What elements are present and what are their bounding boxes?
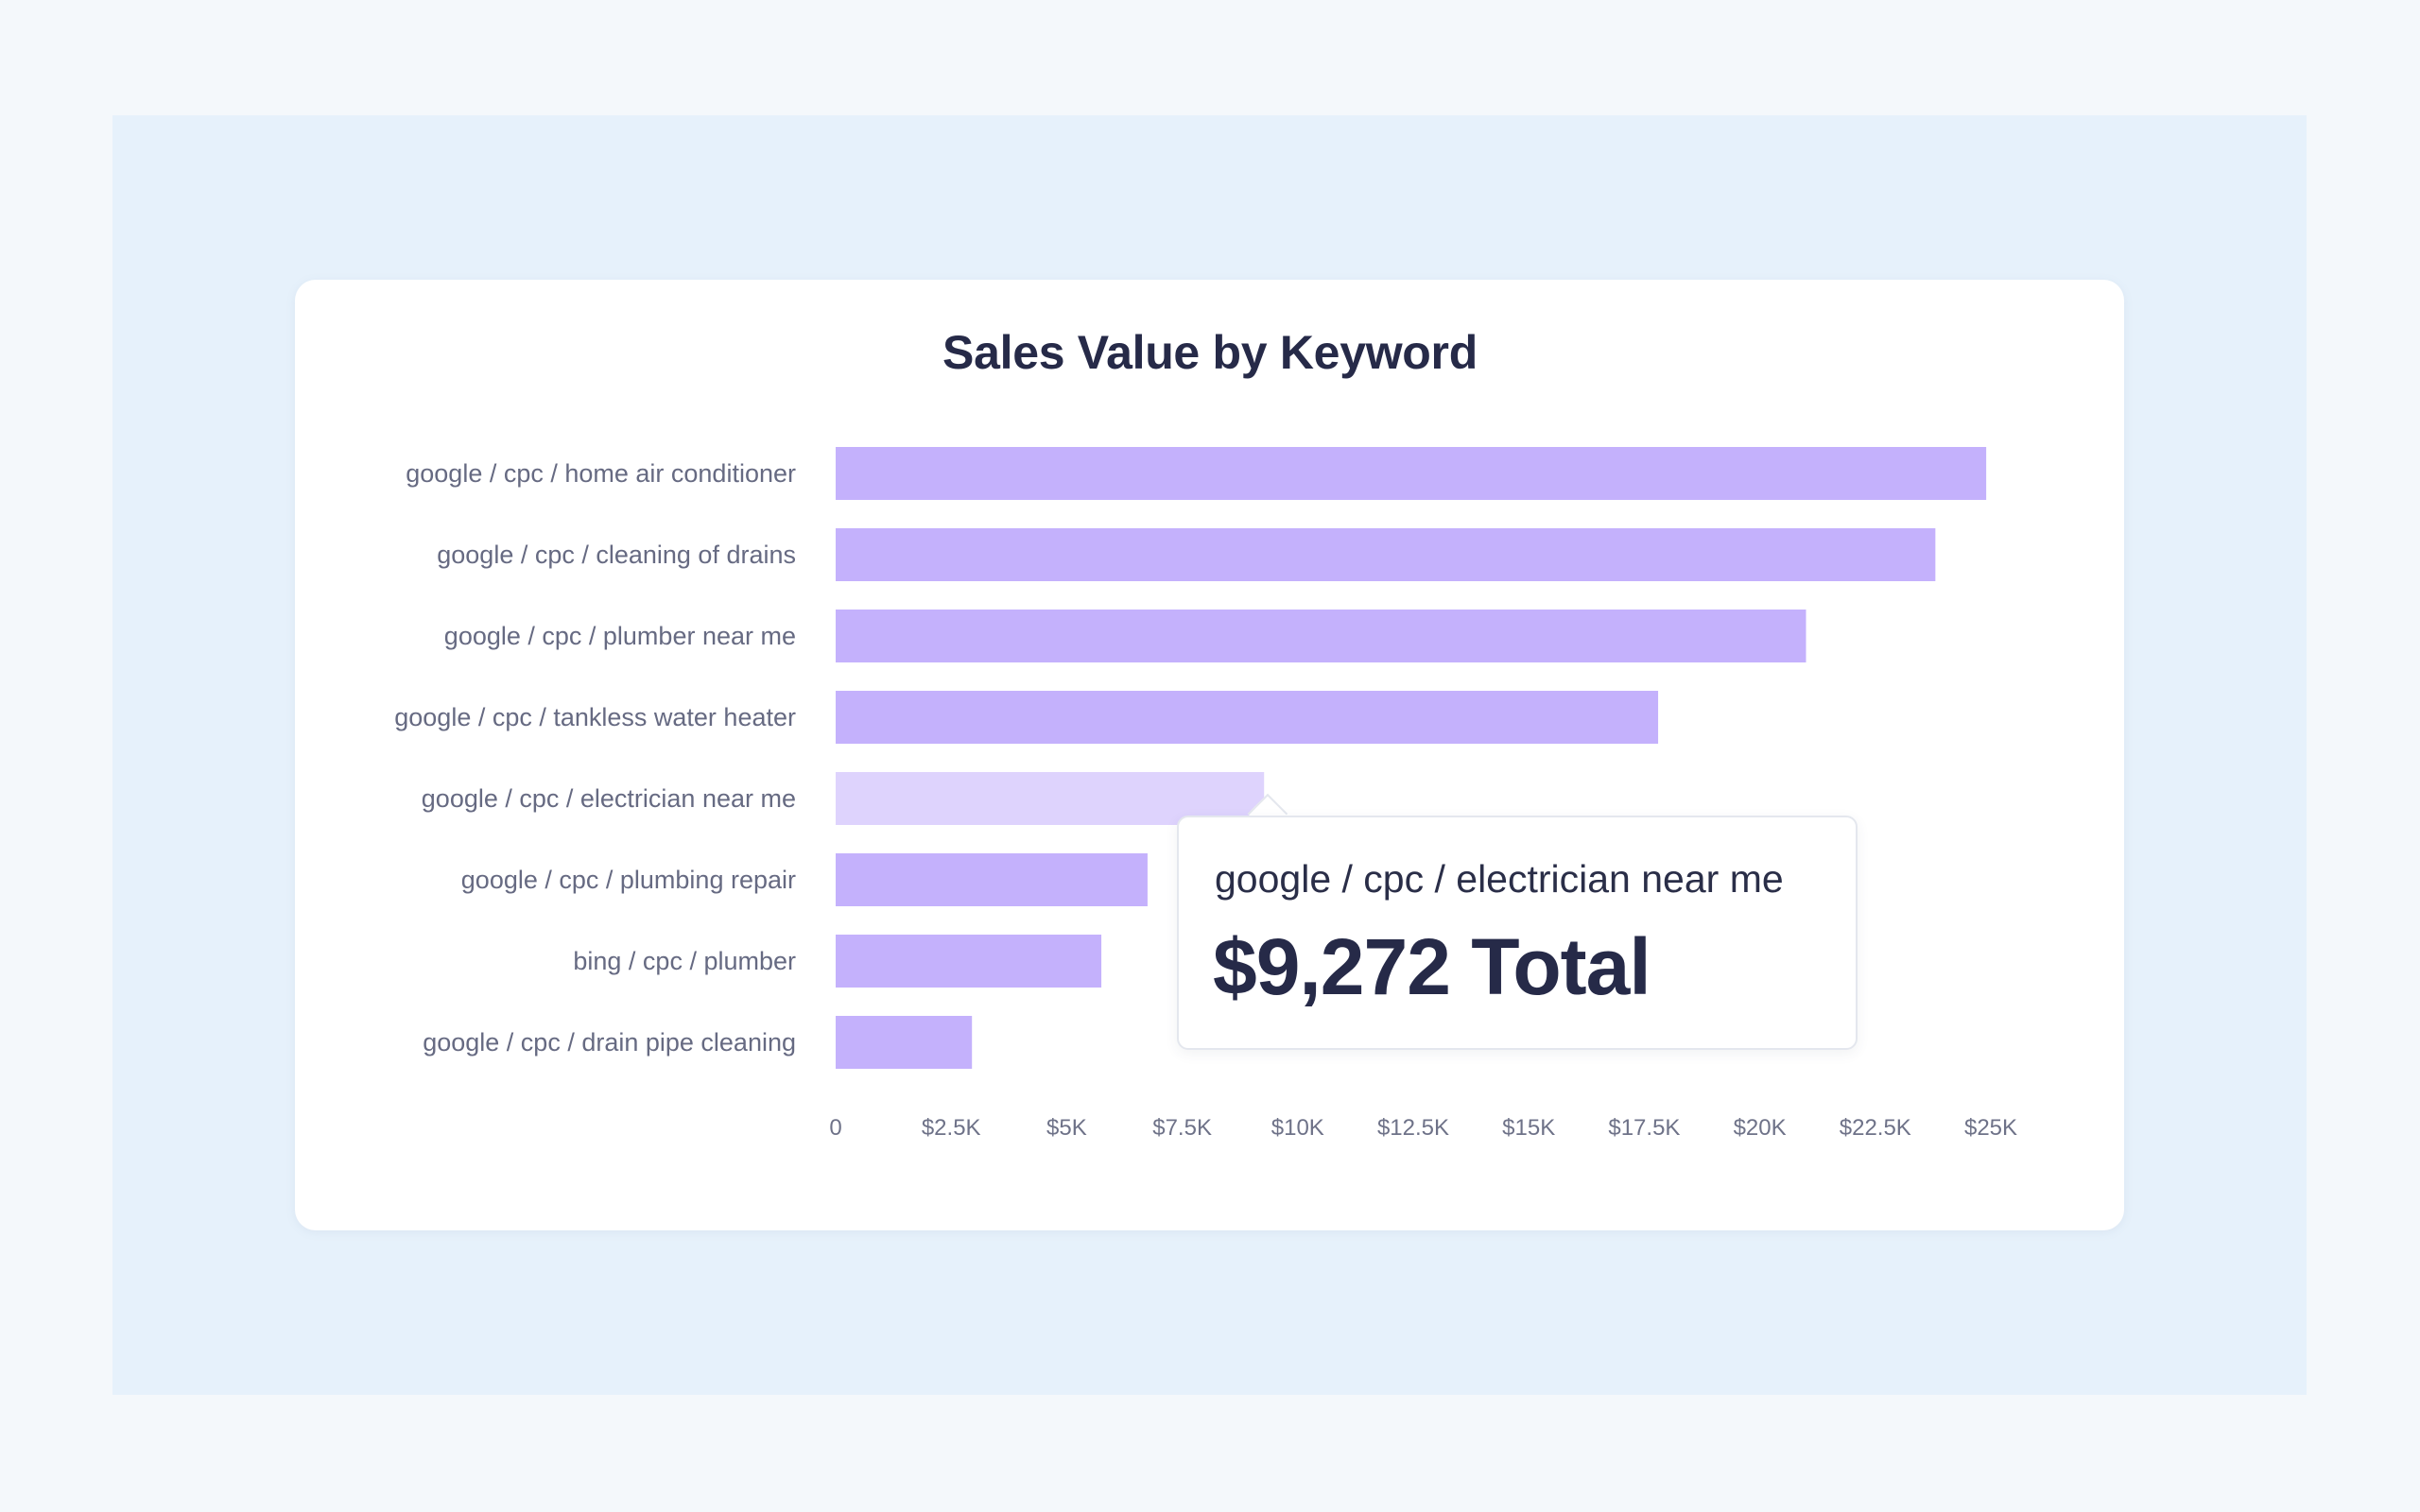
tooltip: google / cpc / electrician near me $9,27…: [1177, 816, 1858, 1050]
bars-layer: [836, 447, 1987, 1069]
tooltip-value: $9,272 Total: [1213, 922, 1651, 1011]
x-tick-label-3: $7.5K: [1152, 1115, 1212, 1141]
category-label-0: google / cpc / home air conditioner: [406, 459, 796, 488]
x-tick-label-10: $25K: [1964, 1115, 2017, 1141]
category-label-7: google / cpc / drain pipe cleaning: [423, 1028, 796, 1057]
bar-3[interactable]: [836, 691, 1659, 744]
x-tick-label-4: $10K: [1271, 1115, 1324, 1141]
x-tick-label-0: 0: [829, 1115, 841, 1141]
category-label-6: bing / cpc / plumber: [573, 947, 796, 975]
category-label-5: google / cpc / plumbing repair: [461, 866, 796, 894]
category-label-1: google / cpc / cleaning of drains: [437, 541, 796, 569]
category-labels: google / cpc / home air conditioner googl…: [394, 459, 796, 1057]
chart-title: Sales Value by Keyword: [942, 326, 1478, 379]
x-tick-label-9: $22.5K: [1840, 1115, 1911, 1141]
tooltip-label: google / cpc / electrician near me: [1215, 857, 1784, 901]
bar-0[interactable]: [836, 447, 1987, 500]
x-tick-label-6: $15K: [1502, 1115, 1555, 1141]
category-label-4: google / cpc / electrician near me: [422, 784, 796, 813]
x-tick-label-5: $12.5K: [1377, 1115, 1449, 1141]
bar-1[interactable]: [836, 528, 1936, 581]
x-tick-label-7: $17.5K: [1608, 1115, 1680, 1141]
x-tick-label-1: $2.5K: [922, 1115, 981, 1141]
category-label-3: google / cpc / tankless water heater: [394, 703, 796, 731]
x-tick-label-2: $5K: [1046, 1115, 1087, 1141]
bar-5[interactable]: [836, 853, 1148, 906]
bar-6[interactable]: [836, 935, 1102, 988]
x-axis-ticks: 0 $2.5K $5K $7.5K $10K $12.5K $15K $17.5K $20K $2…: [829, 1115, 2017, 1141]
chart-card: [295, 280, 2124, 1230]
bar-7[interactable]: [836, 1016, 973, 1069]
category-label-2: google / cpc / plumber near me: [444, 622, 796, 650]
x-tick-label-8: $20K: [1734, 1115, 1787, 1141]
bar-2[interactable]: [836, 610, 1806, 662]
